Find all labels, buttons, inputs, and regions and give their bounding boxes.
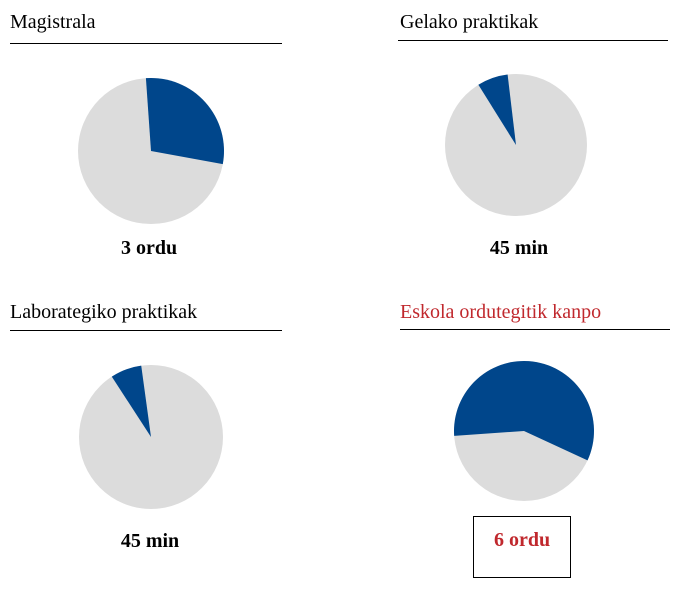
highlight-box [473, 516, 571, 578]
title-underline [10, 43, 282, 44]
chart-title-eskola-ordutegitik-kanpo: Eskola ordutegitik kanpo [400, 301, 602, 323]
pie-label-eskola-ordutegitik-kanpo: 6 ordu [493, 529, 551, 551]
pie-chart-gelako-praktikak [445, 74, 587, 216]
title-underline [398, 40, 668, 41]
pie-slice-value [111, 365, 151, 437]
pie-slice-value [478, 74, 516, 145]
chart-title-gelako-praktikak: Gelako praktikak [400, 11, 539, 33]
chart-title-laborategiko-praktikak: Laborategiko praktikak [10, 301, 198, 323]
pie-slice-value [145, 78, 224, 165]
pie-slice-value [454, 361, 594, 461]
title-underline [10, 330, 282, 331]
pie-chart-magistrala [78, 78, 224, 224]
pie-label-laborategiko-praktikak: 45 min [120, 530, 180, 552]
title-underline [400, 329, 670, 330]
pie-label-magistrala: 3 ordu [120, 237, 178, 259]
pie-label-gelako-praktikak: 45 min [489, 237, 549, 259]
chart-title-magistrala: Magistrala [10, 11, 96, 33]
